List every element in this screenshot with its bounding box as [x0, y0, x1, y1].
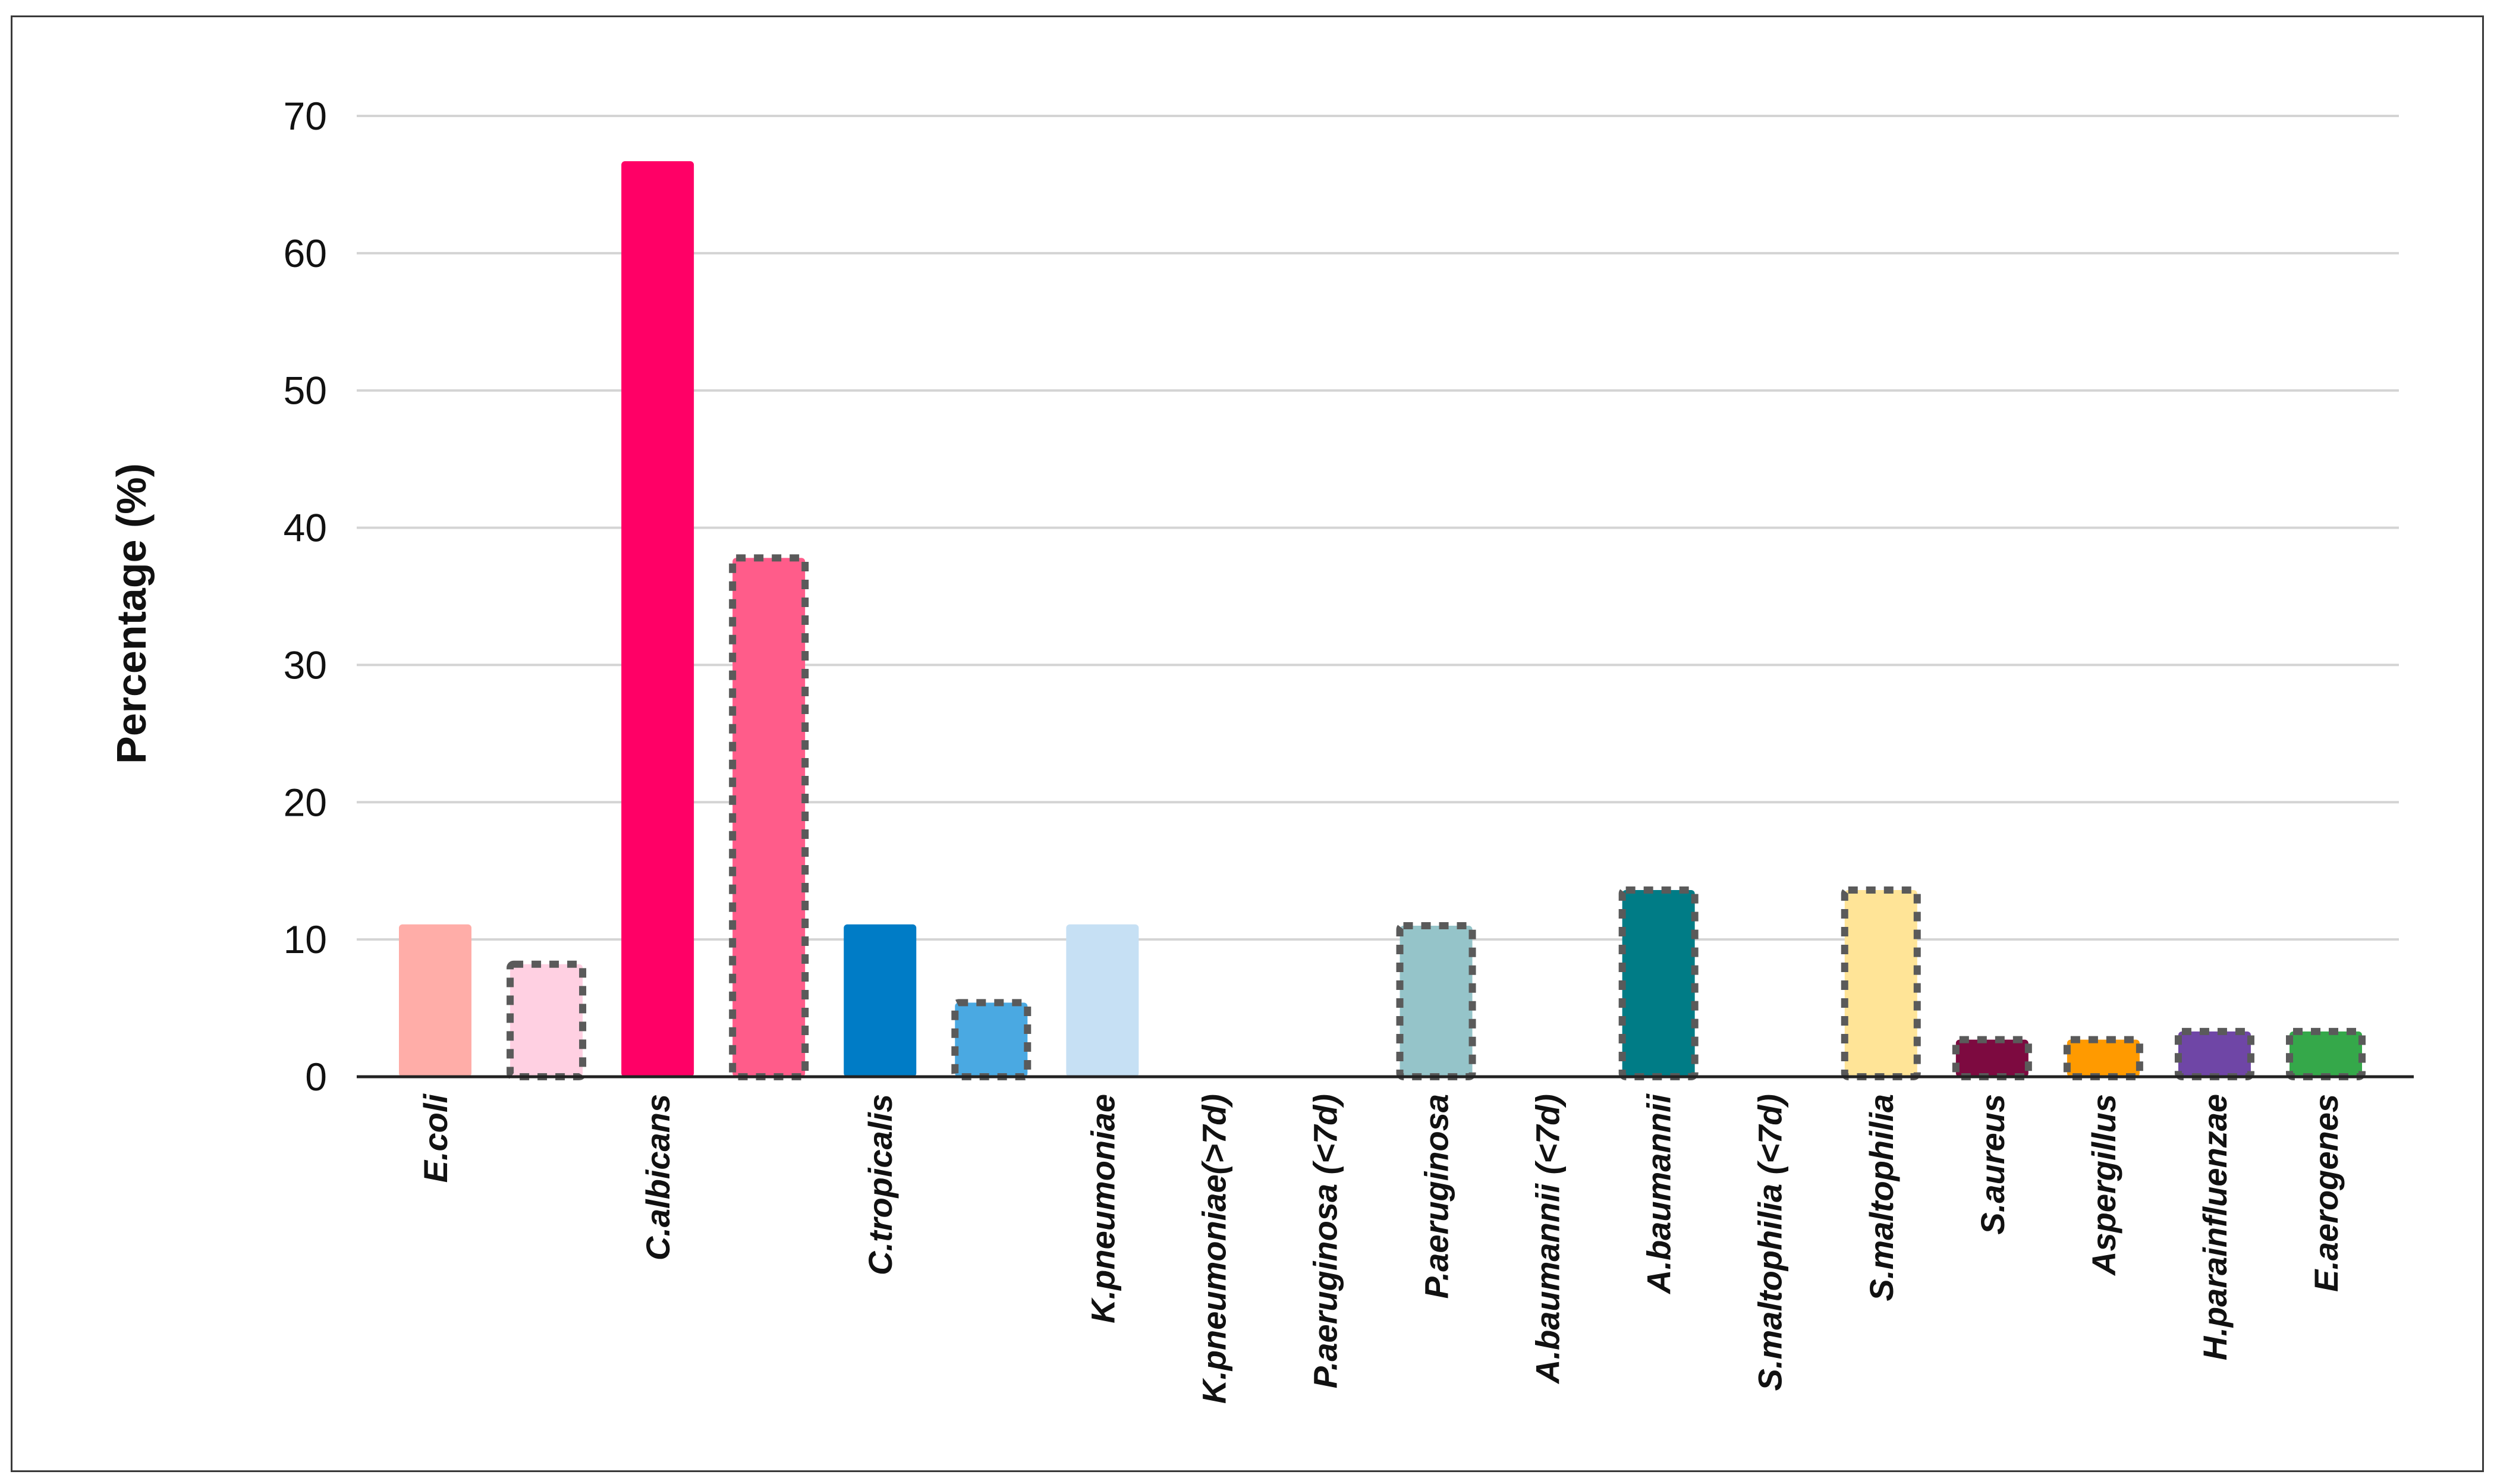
y-tick-label: 30 — [284, 643, 327, 687]
y-axis-label: Percentage (%) — [108, 463, 155, 764]
x-tick-label: A.baumannii (<7d) — [1529, 1094, 1567, 1385]
x-tick-label: Aspergillus — [2085, 1094, 2122, 1277]
y-tick-label: 10 — [284, 917, 327, 961]
x-tick-label: S.aureus — [1974, 1094, 2011, 1235]
bar — [1396, 922, 1476, 1080]
y-tick-label: 50 — [284, 369, 327, 413]
bar — [951, 999, 1031, 1081]
bar — [729, 554, 809, 1080]
x-tick-label: H.parainfluenzae — [2196, 1094, 2234, 1360]
bar — [2286, 1027, 2366, 1080]
chart-frame — [11, 15, 2484, 1472]
x-tick-label: C.tropicalis — [861, 1094, 899, 1275]
bar — [1952, 1036, 2032, 1081]
x-tick-label: K.pneumoniae(>7d) — [1195, 1094, 1232, 1404]
bars — [399, 161, 2366, 1081]
x-tick-label: E.aerogenes — [2307, 1094, 2345, 1292]
y-tick-label: 40 — [284, 506, 327, 550]
x-tick-label: K.pneumoniae — [1084, 1094, 1121, 1323]
grid-lines — [357, 115, 2399, 941]
y-axis-ticks: 0 10 20 30 40 50 60 70 — [284, 94, 327, 1099]
x-tick-label: E.coli — [417, 1093, 454, 1183]
x-tick-label: S.maltophilia (<7d) — [1751, 1094, 1789, 1391]
bar — [844, 924, 917, 1077]
bar — [621, 161, 694, 1077]
bar — [1841, 886, 1921, 1081]
bar — [399, 924, 471, 1077]
y-tick-label: 60 — [284, 231, 327, 275]
y-tick-label: 20 — [284, 780, 327, 824]
bar — [1618, 886, 1699, 1081]
x-tick-label: C.albicans — [639, 1094, 677, 1260]
y-tick-label: 70 — [284, 94, 327, 138]
bar — [507, 960, 587, 1080]
x-tick-label: S.maltophilia — [1863, 1094, 1900, 1301]
x-tick-label: A.baumannii — [1640, 1093, 1678, 1295]
bar — [2063, 1036, 2143, 1081]
bar — [1066, 924, 1139, 1077]
x-tick-label: P.aeruginosa — [1418, 1094, 1455, 1298]
x-axis-ticks: E.coli C.albicans C.tropicalis K.pneumoniae… — [417, 1093, 2345, 1404]
x-tick-label: P.aeruginosa (<7d) — [1306, 1094, 1344, 1388]
bar — [2174, 1027, 2254, 1080]
y-tick-label: 0 — [305, 1055, 327, 1099]
